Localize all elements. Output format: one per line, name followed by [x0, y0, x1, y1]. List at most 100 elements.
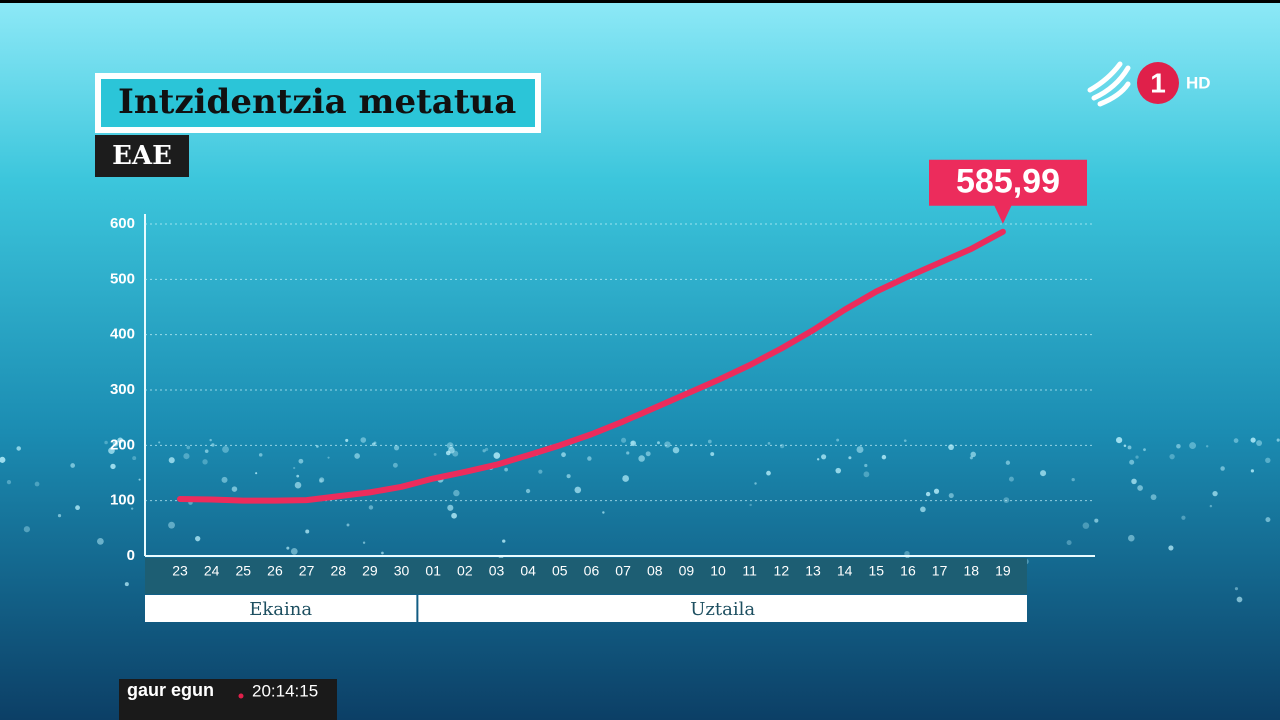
- sparkle: [70, 463, 76, 468]
- program-time: 20:14:15: [252, 681, 318, 700]
- sparkle: [485, 447, 489, 451]
- sparkle: [587, 456, 592, 461]
- sparkle: [258, 453, 263, 457]
- sparkle: [1250, 469, 1254, 473]
- sparkle: [672, 446, 680, 454]
- sparkle: [0, 456, 6, 463]
- sparkle: [286, 546, 290, 550]
- x-tick-label: 14: [837, 563, 853, 579]
- sparkle: [848, 456, 852, 460]
- sparkle: [664, 441, 671, 448]
- sparkle: [1094, 518, 1099, 523]
- sparkle: [835, 467, 842, 474]
- sparkle: [1176, 443, 1181, 449]
- sparkle: [202, 459, 208, 465]
- sparkle: [948, 493, 954, 499]
- sparkle: [6, 480, 12, 485]
- channel-number: 1: [1150, 67, 1166, 98]
- x-tick-label: 19: [995, 563, 1011, 579]
- sparkle: [158, 441, 161, 444]
- sparkle: [504, 467, 508, 472]
- x-tick-label: 28: [330, 563, 346, 579]
- sparkle: [903, 439, 907, 442]
- sparkle: [969, 456, 973, 460]
- sparkle: [393, 445, 400, 451]
- sparkle: [1137, 485, 1143, 491]
- sparkle: [538, 469, 543, 474]
- sparkle: [816, 458, 820, 461]
- sparkle: [1003, 497, 1010, 504]
- sparkle: [1181, 515, 1186, 520]
- sparkle: [371, 442, 376, 447]
- sparkle: [110, 463, 116, 470]
- x-tick-label: 30: [394, 563, 410, 579]
- sparkle: [57, 514, 62, 518]
- x-tick-label: 07: [615, 563, 631, 579]
- sparkle: [1150, 494, 1157, 501]
- sparkle: [231, 486, 238, 492]
- sparkle: [836, 438, 840, 442]
- sparkle: [1071, 477, 1075, 482]
- sparkle: [1209, 504, 1213, 508]
- sparkle: [354, 453, 360, 459]
- value-label: 585,99: [956, 163, 1060, 201]
- sparkle: [621, 437, 627, 443]
- x-tick-label: 29: [362, 563, 378, 579]
- sparkle: [525, 488, 531, 494]
- sparkle: [108, 447, 115, 454]
- sparkle: [749, 503, 752, 507]
- x-tick-label: 02: [457, 563, 473, 579]
- sparkle: [561, 452, 566, 458]
- channel-logo: 1 HD: [1087, 61, 1211, 107]
- sparkle: [1205, 445, 1209, 448]
- sparkle: [290, 548, 298, 555]
- sparkle: [1250, 437, 1256, 443]
- sparkle: [925, 491, 931, 497]
- sparkle: [1082, 522, 1090, 529]
- sparkle: [502, 539, 506, 543]
- sparkle: [204, 449, 209, 453]
- sparkle: [96, 537, 104, 545]
- program-name: gaur egun: [127, 680, 214, 700]
- sparkle: [493, 452, 501, 459]
- sparkle: [1265, 517, 1271, 523]
- x-tick-label: 26: [267, 563, 283, 579]
- sparkle: [970, 451, 977, 458]
- sparkle: [1169, 453, 1175, 460]
- y-tick-label: 0: [127, 547, 135, 564]
- sparkle: [195, 536, 201, 542]
- sparkle: [130, 507, 134, 510]
- sparkle: [1236, 596, 1243, 603]
- sparkle: [645, 451, 651, 457]
- sparkle: [104, 440, 108, 445]
- sparkle: [298, 458, 304, 464]
- sparkle: [1040, 470, 1047, 477]
- sparkle: [1131, 478, 1137, 485]
- subtitle-box: [95, 135, 189, 177]
- sparkle: [1265, 457, 1271, 464]
- x-tick-label: 23: [172, 563, 188, 579]
- sparkle: [881, 454, 887, 460]
- sparkle: [1168, 545, 1174, 551]
- y-tick-label: 500: [110, 270, 135, 287]
- sparkle: [1066, 540, 1072, 546]
- sparkle: [1276, 438, 1280, 442]
- x-tick-label: 01: [425, 563, 441, 579]
- sparkle: [1189, 442, 1197, 450]
- sparkle: [933, 488, 940, 494]
- sparkle: [630, 440, 637, 447]
- sparkle: [117, 437, 124, 444]
- sparkle: [124, 582, 129, 587]
- sparkle: [779, 443, 785, 449]
- sparkle: [34, 481, 40, 487]
- x-tick-label: 25: [236, 563, 252, 579]
- sparkle: [23, 526, 30, 533]
- sparkle: [1220, 466, 1225, 471]
- sparkle: [1234, 587, 1239, 591]
- value-callout: [929, 159, 1087, 206]
- chart-subtitle: EAE: [112, 141, 172, 171]
- sparkle: [622, 475, 630, 482]
- data-line: [177, 228, 1006, 504]
- sparkle: [294, 481, 302, 489]
